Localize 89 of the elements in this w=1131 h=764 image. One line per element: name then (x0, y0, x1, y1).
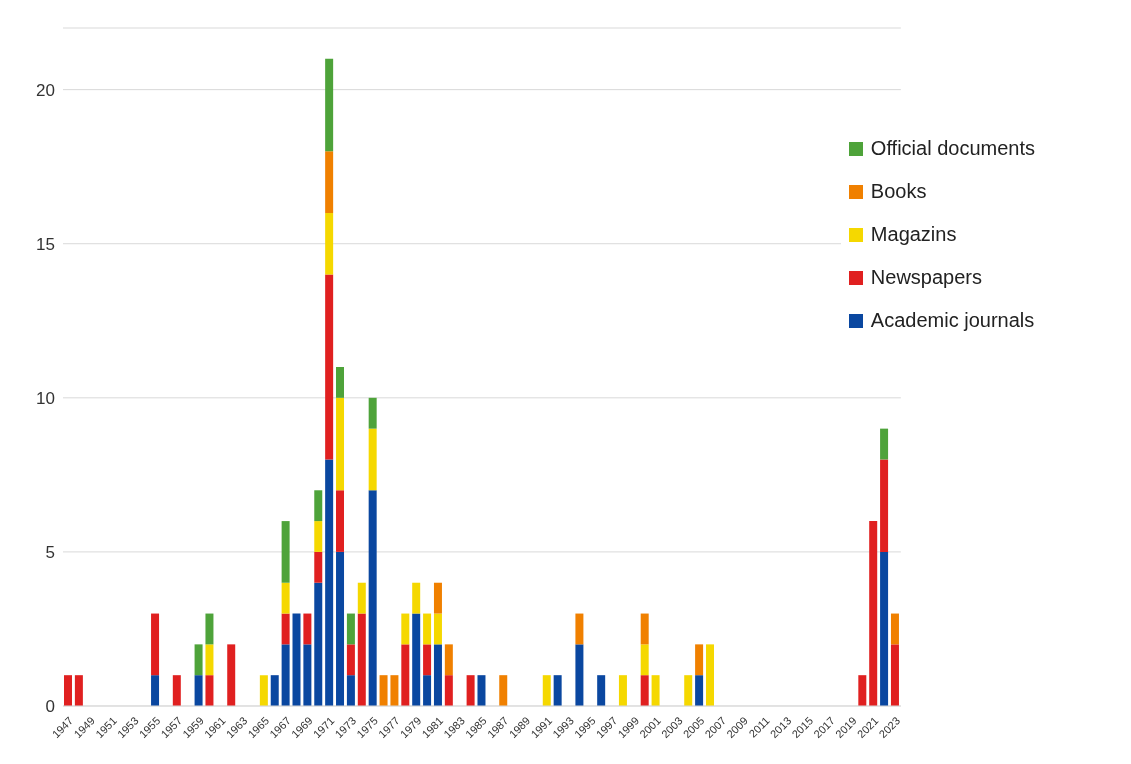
bar (423, 675, 432, 706)
bar (444, 675, 453, 706)
bar (401, 644, 410, 706)
y-tick-label: 5 (45, 542, 55, 562)
legend-label: Books (869, 179, 928, 204)
bar (227, 644, 236, 706)
bar (325, 58, 334, 152)
bar (651, 675, 660, 706)
bar (270, 675, 279, 706)
bar (705, 644, 714, 706)
bar (869, 521, 878, 706)
bar (325, 151, 334, 213)
bar (346, 613, 355, 645)
bar (357, 613, 366, 706)
bar (379, 675, 388, 706)
bar (281, 521, 290, 583)
bar (880, 428, 889, 460)
bar (499, 675, 508, 706)
bar (640, 613, 649, 645)
bar (336, 490, 345, 552)
y-tick-label: 15 (36, 234, 55, 254)
bar (259, 675, 268, 706)
bar (303, 644, 312, 706)
bar (368, 397, 377, 429)
legend-label: Academic journals (869, 308, 1035, 333)
bar (336, 397, 345, 491)
bar (401, 613, 410, 645)
bar (618, 675, 627, 706)
bar (553, 675, 562, 706)
bar (205, 613, 214, 645)
bar (314, 582, 323, 706)
bar (466, 675, 475, 706)
bar (303, 613, 312, 645)
legend-label: Newspapers (869, 265, 983, 290)
bar (314, 490, 323, 522)
bar (880, 459, 889, 552)
bar (433, 582, 442, 614)
bar (542, 675, 551, 706)
y-tick-label: 10 (36, 388, 55, 408)
bar (433, 613, 442, 645)
bar (205, 644, 214, 676)
bar (325, 212, 334, 275)
bar (858, 675, 867, 706)
bar (325, 274, 334, 460)
bar (423, 644, 432, 676)
bar (368, 490, 377, 706)
bar (597, 675, 606, 706)
bar (336, 551, 345, 706)
bar (640, 644, 649, 676)
legend-label: Official documents (869, 136, 1035, 161)
bar (423, 613, 432, 645)
bar (890, 644, 899, 706)
bar (281, 582, 290, 614)
bar (444, 644, 453, 676)
bar (336, 367, 345, 398)
bar (281, 644, 290, 706)
bar (172, 675, 181, 706)
bar (346, 675, 355, 706)
bar (412, 613, 421, 706)
bar (433, 644, 442, 706)
bar (412, 582, 421, 614)
legend-label: Magazins (869, 222, 958, 247)
bar (684, 675, 693, 706)
bar (194, 644, 203, 676)
bar (640, 675, 649, 706)
bar (477, 675, 486, 706)
bar (346, 644, 355, 676)
bar (151, 675, 160, 706)
bar (695, 675, 704, 706)
bar (205, 675, 214, 706)
bar (151, 613, 160, 676)
bar (368, 428, 377, 491)
bar (325, 459, 334, 706)
bar (194, 675, 203, 706)
bar (292, 613, 301, 706)
bar (890, 613, 899, 645)
bar (390, 675, 399, 706)
bar (64, 675, 72, 706)
bar (880, 551, 889, 706)
bar (575, 644, 584, 706)
y-tick-label: 20 (36, 80, 55, 100)
y-tick-label: 0 (45, 697, 55, 717)
bar (575, 613, 584, 645)
bar (281, 613, 290, 645)
bar (314, 521, 323, 552)
bar (357, 582, 366, 614)
bar (74, 675, 83, 706)
bar (695, 644, 704, 676)
bar (314, 551, 323, 583)
